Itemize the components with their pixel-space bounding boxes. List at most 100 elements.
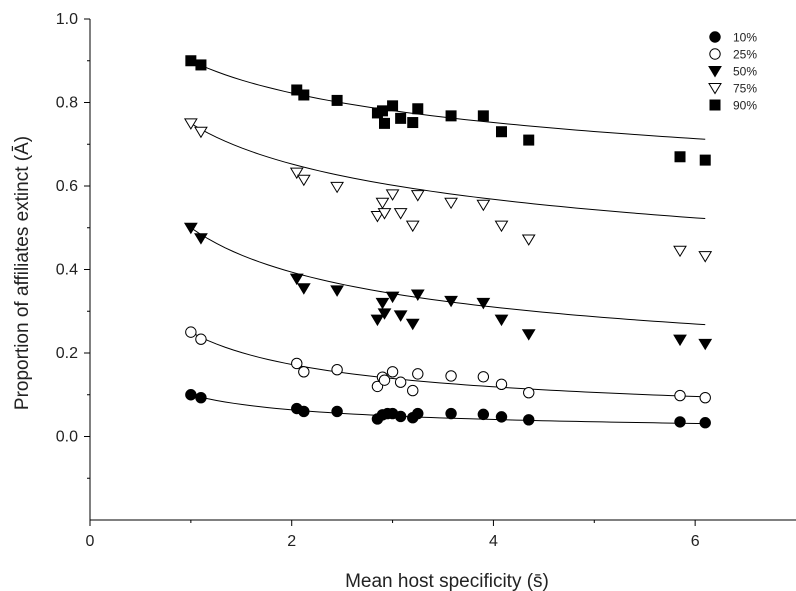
data-point	[476, 199, 491, 212]
data-point	[477, 110, 489, 122]
fit-curve-75pct	[190, 122, 706, 220]
data-point	[523, 414, 535, 426]
data-points	[183, 55, 713, 429]
y-tick-label: 0.6	[56, 178, 78, 195]
legend-marker	[709, 31, 721, 43]
x-tick-label: 0	[86, 533, 95, 550]
data-point	[445, 370, 457, 382]
data-point	[185, 326, 197, 338]
data-point	[371, 380, 384, 393]
legend-marker	[708, 66, 722, 78]
legend-marker	[709, 99, 721, 111]
data-point	[370, 211, 385, 223]
data-point	[330, 285, 344, 297]
data-point	[495, 126, 507, 138]
data-point	[407, 384, 419, 397]
data-point	[405, 220, 420, 233]
data-point	[444, 295, 458, 308]
x-tick-label: 2	[287, 533, 296, 550]
legend-marker	[708, 83, 722, 95]
data-point	[495, 378, 508, 391]
data-point	[195, 333, 207, 345]
data-point	[698, 338, 713, 351]
data-point	[331, 405, 343, 418]
data-point	[376, 105, 388, 117]
series-90pct	[185, 55, 711, 166]
legend: 10% 25% 50% 75% 90%	[708, 31, 757, 113]
data-point	[394, 410, 407, 423]
legend-label: 90%	[733, 99, 757, 113]
data-point	[521, 234, 536, 246]
data-point	[375, 197, 390, 210]
data-point	[195, 59, 207, 71]
data-point	[183, 222, 198, 235]
data-point	[674, 389, 686, 402]
data-point	[673, 334, 687, 347]
data-point	[395, 112, 407, 124]
data-point	[331, 94, 343, 106]
data-point	[385, 291, 400, 304]
data-point	[379, 117, 391, 129]
data-point	[477, 371, 490, 383]
data-point	[394, 376, 407, 388]
data-point	[298, 366, 310, 378]
data-point	[298, 405, 310, 418]
x-tick-label: 4	[489, 533, 498, 550]
data-point	[412, 407, 424, 420]
data-point	[674, 416, 686, 428]
data-point	[370, 314, 385, 327]
data-point	[386, 366, 399, 378]
legend-label: 50%	[733, 65, 757, 79]
data-point	[330, 181, 344, 194]
data-point	[194, 233, 208, 245]
data-point	[185, 55, 197, 67]
y-tick-label: 0.2	[56, 345, 78, 362]
legend-marker	[709, 48, 721, 60]
data-point	[523, 134, 535, 146]
data-point	[375, 297, 390, 310]
data-point	[385, 189, 400, 201]
y-axis-title: Proportion of affiliates extinct (Ā)	[12, 136, 33, 410]
data-point	[476, 297, 491, 310]
data-point	[377, 208, 392, 220]
fit-curve-50pct	[190, 227, 706, 326]
y-tick-label: 0.4	[56, 262, 78, 279]
axes: 0.0 0.2 0.4 0.6 0.8 1.0 0 2 4 6	[56, 11, 796, 550]
y-tick-label: 0.8	[56, 95, 78, 112]
x-axis-title: Mean host specificity (s̄)	[345, 571, 549, 591]
data-point	[410, 190, 425, 202]
data-point	[393, 208, 408, 220]
data-point	[377, 308, 392, 320]
data-point	[521, 329, 536, 341]
data-point	[495, 411, 508, 423]
data-point	[296, 283, 311, 295]
data-point	[523, 386, 535, 399]
data-point	[698, 251, 713, 263]
data-point	[194, 126, 208, 139]
data-point	[393, 310, 408, 322]
data-point	[405, 318, 420, 331]
series-75pct	[183, 118, 713, 263]
series-10pct	[185, 389, 711, 429]
data-point	[445, 110, 457, 122]
data-point	[298, 89, 310, 101]
data-point	[699, 154, 711, 166]
data-point	[407, 117, 419, 129]
data-point	[412, 368, 424, 380]
data-point	[444, 197, 458, 210]
x-tick-label: 6	[691, 533, 700, 550]
y-tick-label: 0.0	[56, 429, 78, 446]
data-point	[183, 118, 198, 130]
legend-label: 25%	[733, 48, 757, 62]
series-50pct	[183, 222, 713, 351]
fit-curve-90pct	[190, 60, 706, 140]
data-point	[494, 220, 509, 233]
fit-curve-25pct	[190, 331, 706, 398]
data-point	[289, 273, 304, 286]
data-point	[296, 174, 311, 187]
data-point	[387, 100, 399, 112]
data-point	[445, 407, 457, 420]
data-point	[195, 391, 207, 404]
legend-label: 10%	[733, 31, 757, 45]
